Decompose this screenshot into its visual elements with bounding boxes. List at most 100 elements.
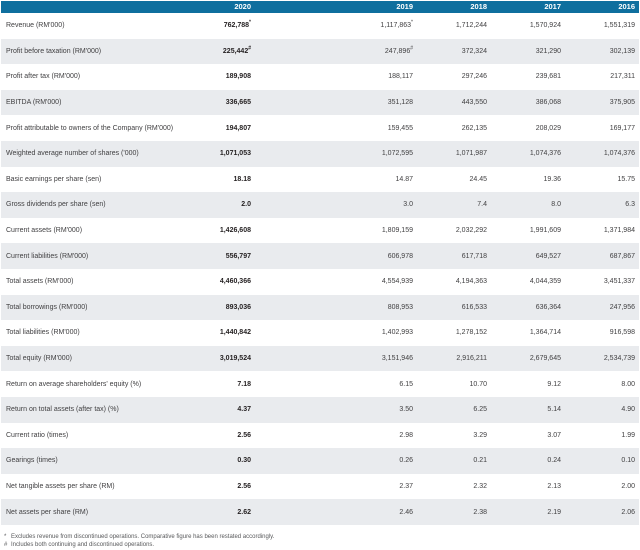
footnote: # Includes both continuing and discontinu… [4, 541, 640, 550]
cell-value: 2,916,211 [456, 355, 487, 363]
cell-value: 1,371,984 [603, 227, 635, 235]
financial-summary-table: 2020 2019 2018 2017 2016 Revenue (RM'000) 762… [1, 1, 639, 525]
cell-value: 649,527 [535, 252, 561, 260]
cell-value: 2.37 [399, 482, 413, 490]
cell-value: 2.98 [399, 431, 413, 439]
footnote-marker: # [410, 45, 413, 52]
row-label: Return on total assets (after tax) (%) [6, 406, 119, 414]
cell-value: 1,364,714 [529, 329, 561, 337]
cell-value: 4,554,939 [381, 278, 413, 286]
row-label: Current ratio (times) [6, 431, 69, 439]
year-column-header-2020: 2020 [191, 1, 253, 13]
row-label: Gross dividends per share (sen) [6, 201, 106, 209]
cell-value: 3.0 [403, 201, 413, 209]
cell-value: 14.87 [395, 175, 413, 183]
cell-value: 336,665 [225, 99, 251, 107]
cell-value: 7.4 [477, 201, 487, 209]
cell-value: 24.45 [469, 175, 487, 183]
table-row: Return on total assets (after tax) (%) 4.… [1, 396, 639, 423]
cell-value: 1,570,924 [529, 22, 561, 30]
row-label: Total equity (RM'000) [6, 355, 72, 363]
cell-value: 2.32 [473, 482, 487, 490]
cell-value: 208,029 [535, 124, 561, 132]
row-label: EBITDA (RM'000) [6, 99, 62, 107]
cell-value: 2.62 [237, 508, 251, 516]
cell-value: 2.46 [399, 508, 413, 516]
table-header-row: 2020 2019 2018 2017 2016 [1, 1, 639, 13]
cell-value: 18.18 [233, 175, 251, 183]
footnote-marker: * [249, 19, 251, 26]
cell-value: 0.21 [473, 457, 487, 465]
cell-value: 2.56 [237, 431, 251, 439]
cell-value: 4.37 [237, 406, 251, 414]
cell-value: 4,460,366 [219, 278, 251, 286]
table-row: Profit before taxation (RM'000) 225,442# 2… [1, 38, 639, 65]
cell-value: 297,246 [461, 73, 487, 81]
cell-value: 0.10 [621, 457, 635, 465]
cell-value: 188,117 [388, 73, 413, 81]
row-label: Basic earnings per share (sen) [6, 175, 102, 183]
footnote: * Excludes revenue from discontinued oper… [4, 533, 640, 542]
footnote-marker: * [411, 19, 413, 26]
row-label: Profit after tax (RM'000) [6, 73, 81, 81]
cell-value: 6.3 [625, 201, 635, 209]
cell-value: 321,290 [535, 47, 561, 55]
row-label: Total borrowings (RM'000) [6, 303, 88, 311]
footnote-text: Includes both continuing and discontinue… [11, 542, 155, 549]
row-label: Gearings (times) [6, 457, 58, 465]
cell-value: 2,679,645 [529, 355, 561, 363]
cell-value: 9.12 [547, 380, 561, 388]
cell-value: 687,867 [609, 252, 635, 260]
cell-value: 19.36 [543, 175, 561, 183]
table-row: Net tangible assets per share (RM) 2.56 2.… [1, 474, 639, 500]
footnote-marker: # [248, 45, 251, 52]
cell-value: 2,534,739 [603, 355, 635, 363]
cell-value: 3.50 [399, 406, 413, 414]
cell-value: 2.00 [621, 482, 635, 490]
table-row: Profit after tax (RM'000) 189,908 188,117 2… [1, 64, 639, 90]
table-row: Total equity (RM'000) 3,019,524 3,151,946 2… [1, 345, 639, 372]
cell-value: 169,177 [609, 124, 635, 132]
cell-value: 1,402,993 [381, 329, 413, 337]
cell-value: 375,905 [609, 99, 635, 107]
cell-value: 372,324 [461, 47, 487, 55]
cell-value: 1,071,987 [455, 150, 487, 158]
cell-value: 15.75 [617, 175, 635, 183]
cell-value: 3,019,524 [219, 355, 251, 363]
cell-value: 189,908 [225, 73, 251, 81]
cell-value: 2.19 [547, 508, 561, 516]
row-label: Weighted average number of shares ('000) [6, 150, 139, 158]
cell-value: 1,712,244 [455, 22, 487, 30]
table-row: Weighted average number of shares ('000)… [1, 140, 639, 167]
row-label: Net tangible assets per share (RM) [6, 482, 115, 490]
row-label: Net assets per share (RM) [6, 508, 89, 516]
table-row: Gross dividends per share (sen) 2.0 3.0 7.4… [1, 192, 639, 218]
cell-value: 616,533 [461, 303, 487, 311]
cell-value: 617,718 [461, 252, 487, 260]
cell-value: 1,991,609 [529, 227, 561, 235]
cell-value: 159,455 [387, 124, 413, 132]
cell-value: 351,128 [387, 99, 413, 107]
cell-value: 262,135 [461, 124, 487, 132]
cell-value: 1,072,595 [381, 150, 413, 158]
year-column-header-2016: 2016 [563, 1, 639, 13]
table-row: Total assets (RM'000) 4,460,366 4,554,939 4… [1, 269, 639, 295]
footnotes: * Excludes revenue from discontinued oper… [0, 533, 640, 550]
cell-value: 1,074,376 [529, 150, 561, 158]
cell-value: 1,278,152 [455, 329, 487, 337]
row-label: Total liabilities (RM'000) [6, 329, 80, 337]
cell-value: 1,117,863* [380, 19, 413, 30]
cell-value: 808,953 [387, 303, 413, 311]
cell-value: 6.15 [399, 380, 413, 388]
cell-value: 0.26 [399, 457, 413, 465]
row-label: Profit before taxation (RM'000) [6, 47, 102, 55]
footnote-symbol: # [4, 542, 8, 549]
table-row: Current liabilities (RM'000) 556,797 606,9… [1, 243, 639, 269]
cell-value: 0.30 [237, 457, 251, 465]
cell-value: 386,068 [535, 99, 561, 107]
table-row: Total borrowings (RM'000) 893,036 808,953 6… [1, 294, 639, 321]
cell-value: 1.99 [621, 431, 635, 439]
cell-value: 6.25 [473, 406, 487, 414]
year-column-header-2017: 2017 [489, 1, 563, 13]
cell-value: 194,807 [225, 124, 251, 132]
